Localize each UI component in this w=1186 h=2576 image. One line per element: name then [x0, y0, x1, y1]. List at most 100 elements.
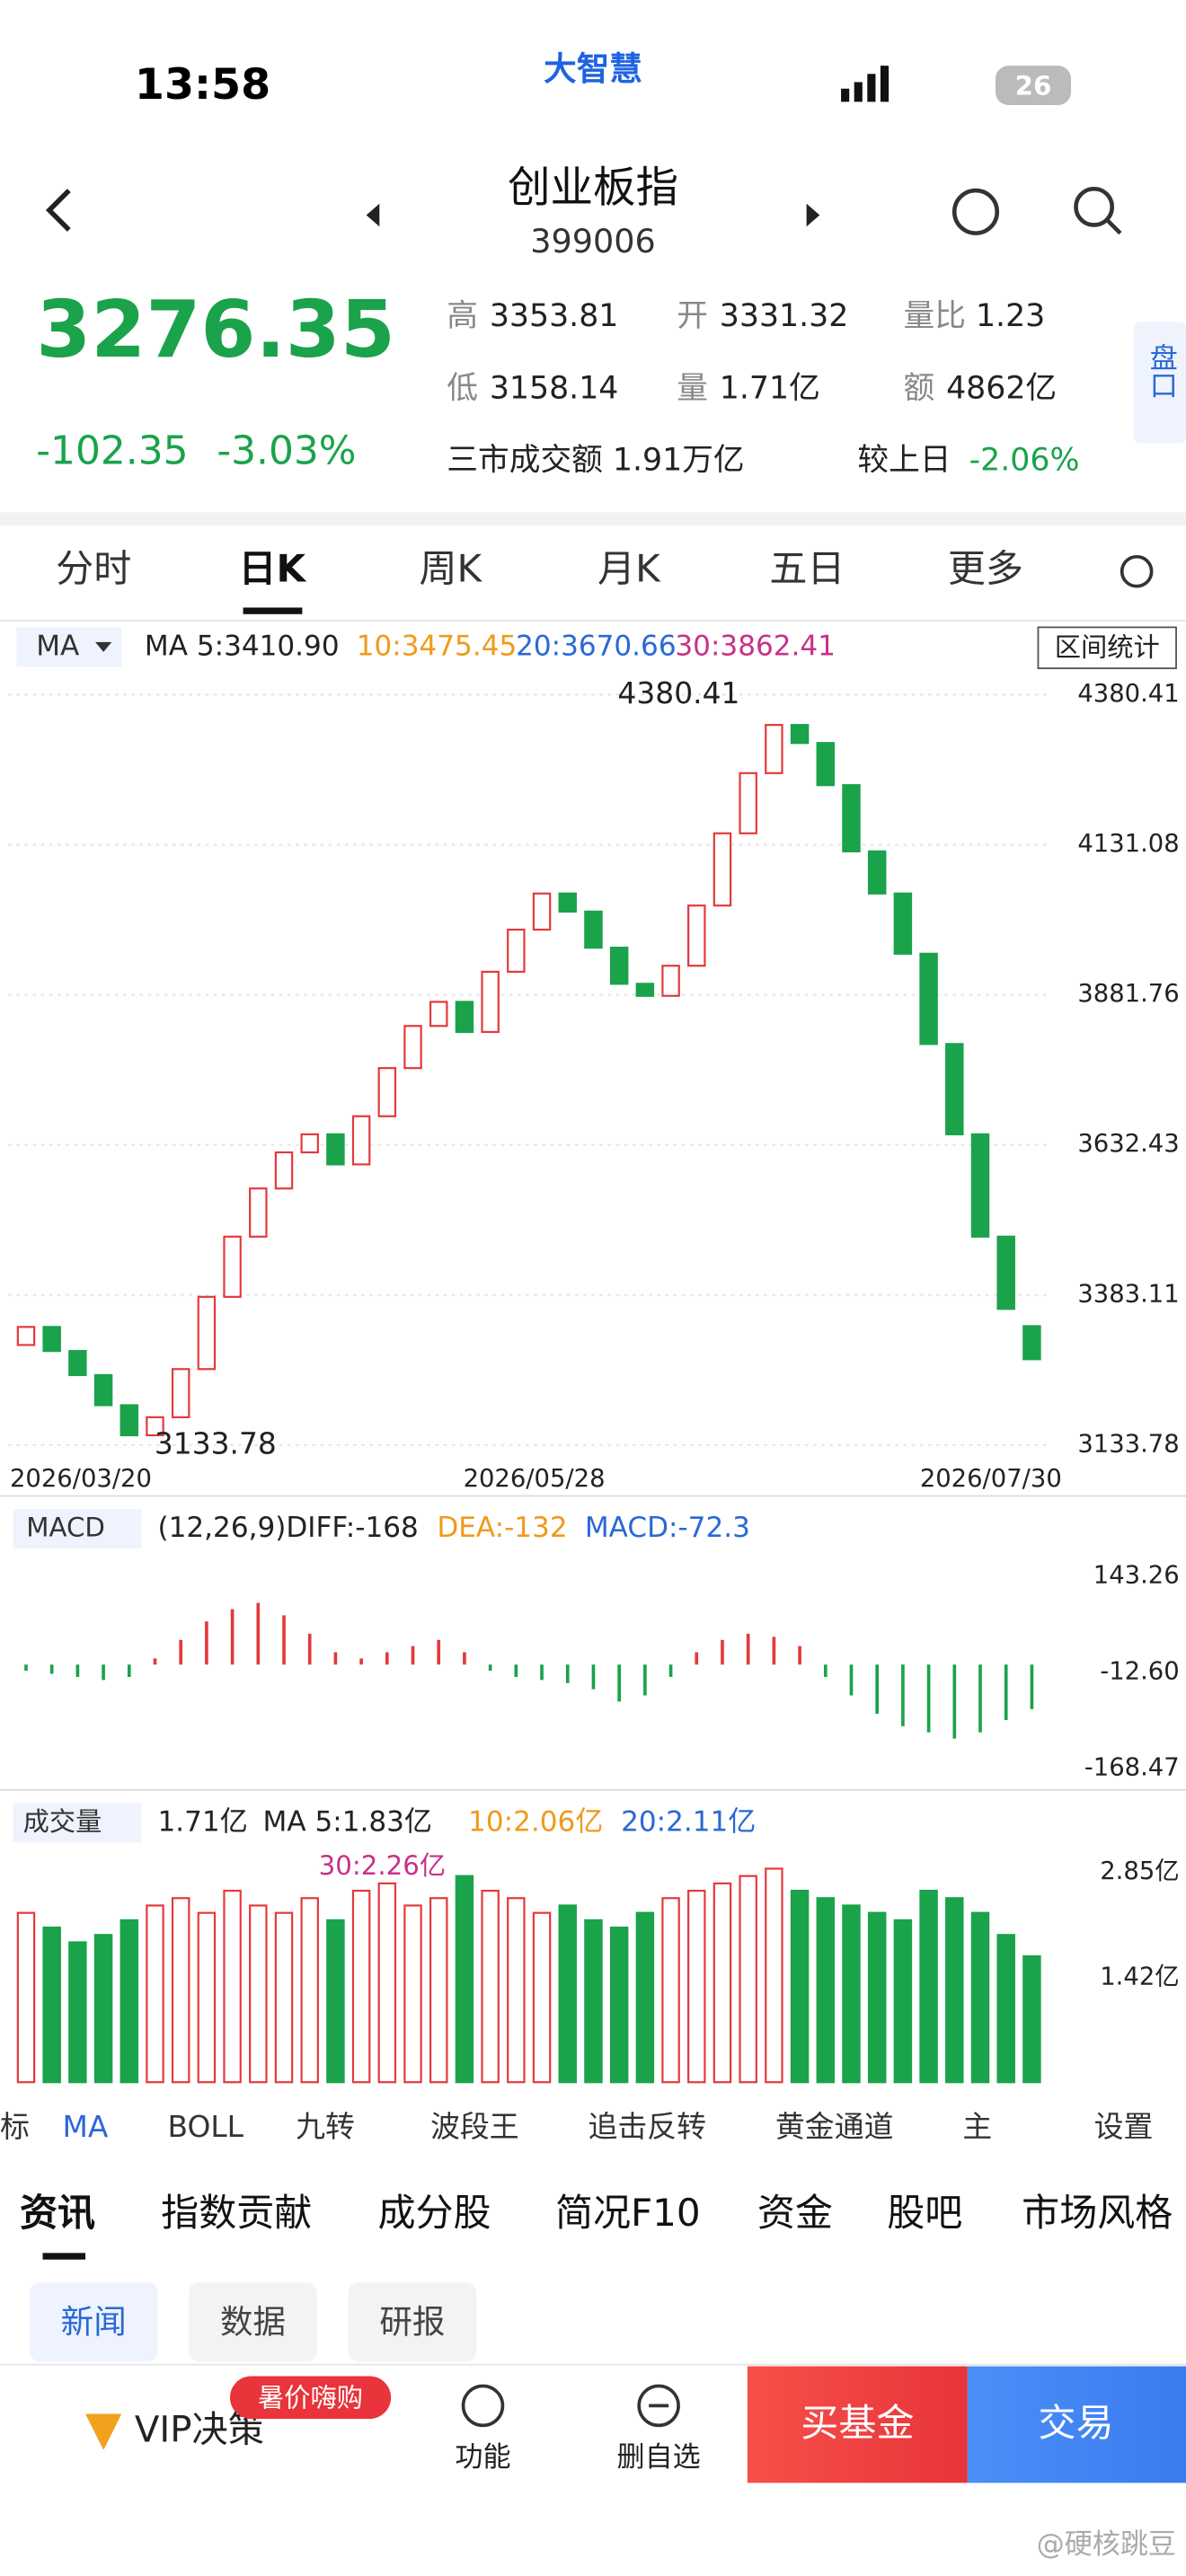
- candle: [223, 1235, 242, 1298]
- prev[interactable]: [366, 203, 380, 227]
- volume-bar: [377, 1882, 397, 2084]
- price: 3276.35: [36, 284, 395, 375]
- volume-bar: [429, 1897, 448, 2084]
- candle: [274, 1151, 294, 1190]
- news-tab[interactable]: 资金: [757, 2191, 833, 2235]
- candle: [712, 832, 732, 907]
- tab[interactable]: 周K: [420, 547, 483, 591]
- tab[interactable]: 月K: [597, 547, 661, 591]
- stat-label: 高: [447, 298, 478, 334]
- change-pct: -3.03%: [217, 428, 356, 474]
- news-tab[interactable]: 指数贡献: [161, 2191, 312, 2235]
- volume-bar: [403, 1904, 422, 2084]
- stat-label: 量: [677, 370, 708, 406]
- settings[interactable]: 设置: [1094, 2109, 1154, 2144]
- indicator[interactable]: 追击反转: [589, 2109, 707, 2144]
- buy: 买基金: [801, 2401, 914, 2445]
- ma-label: MA: [36, 630, 79, 662]
- badge-label: 暑价嗨购: [258, 2383, 363, 2413]
- volume-bar: [223, 1889, 242, 2084]
- volume-bar: [867, 1911, 887, 2084]
- trade: 交易: [1038, 2401, 1113, 2445]
- volume-bar: [481, 1889, 500, 2084]
- range-button[interactable]: [1037, 626, 1177, 670]
- news-tab[interactable]: 简况F10: [555, 2191, 701, 2235]
- sub-tab-bg: [348, 2282, 477, 2362]
- buy-button[interactable]: [747, 2366, 968, 2483]
- badge: [229, 2376, 392, 2420]
- time: 13:58: [135, 60, 270, 110]
- ma5: MA 5:3410.90: [145, 630, 340, 662]
- search[interactable]: [1074, 186, 1115, 227]
- volume-bar: [16, 1911, 36, 2084]
- volume-bar: [351, 1889, 371, 2084]
- indicator[interactable]: 主: [962, 2109, 992, 2144]
- chart-settings[interactable]: [1120, 554, 1154, 588]
- candle: [146, 1416, 164, 1437]
- tab[interactable]: 更多: [948, 547, 1023, 591]
- side-button[interactable]: [1133, 322, 1186, 444]
- candle: [68, 1350, 87, 1377]
- sub-tab[interactable]: 新闻: [61, 2302, 127, 2341]
- refresh[interactable]: [951, 188, 1000, 235]
- volume-label: 成交量: [23, 1806, 102, 1837]
- sub-tab[interactable]: 数据: [220, 2302, 286, 2341]
- volume-bar: [584, 1919, 603, 2084]
- sub-tab[interactable]: 研报: [379, 2302, 445, 2341]
- candle: [739, 772, 757, 834]
- y-tick-label: 2.85亿: [1100, 1857, 1179, 1885]
- news-tab[interactable]: 市场风格: [1022, 2191, 1173, 2235]
- macd-select[interactable]: [13, 1509, 142, 1549]
- news-tab[interactable]: 股吧: [887, 2191, 962, 2235]
- indicator[interactable]: 黄金通道: [775, 2109, 894, 2144]
- indicator[interactable]: 九转: [296, 2109, 355, 2144]
- battery: [995, 66, 1072, 106]
- tab[interactable]: 五日: [769, 547, 845, 591]
- volume-bar: [893, 1919, 913, 2084]
- volume-bar: [765, 1867, 783, 2084]
- candle: [403, 1025, 422, 1070]
- back[interactable]: [45, 189, 71, 232]
- trade-button[interactable]: [967, 2366, 1186, 2483]
- candle: [300, 1133, 319, 1154]
- volume-bar: [326, 1919, 345, 2084]
- volume-select[interactable]: [13, 1803, 142, 1843]
- indicator[interactable]: 波段王: [430, 2109, 519, 2144]
- stat-label: 开: [677, 298, 708, 334]
- y-tick-label: 1.42亿: [1100, 1963, 1179, 1990]
- volume-bar: [300, 1897, 319, 2084]
- candle: [842, 784, 861, 852]
- tab-indicator: [243, 607, 303, 614]
- next[interactable]: [806, 203, 820, 227]
- volume-bar: [197, 1911, 217, 2084]
- remove[interactable]: 删自选: [617, 2441, 701, 2474]
- ma30: 30:3862.41: [675, 630, 836, 662]
- vol-ma30: 30:2.26亿: [319, 1850, 446, 1881]
- stat-value: 3331.32: [720, 298, 849, 334]
- volume-bar: [739, 1875, 757, 2084]
- candle: [996, 1235, 1015, 1310]
- tab[interactable]: 日K: [238, 547, 306, 591]
- candle: [635, 983, 655, 997]
- stat-value: 1.23: [976, 298, 1045, 334]
- stat-label: 额: [904, 370, 935, 406]
- tab[interactable]: 分时: [56, 547, 131, 591]
- candle: [765, 724, 783, 774]
- volume-bar: [712, 1882, 732, 2084]
- volume-bar: [249, 1904, 268, 2084]
- signal: [841, 66, 890, 102]
- indicator[interactable]: BOLL: [167, 2109, 243, 2144]
- volume-bar: [93, 1934, 113, 2084]
- candle: [197, 1295, 217, 1371]
- indicator[interactable]: 标: [0, 2109, 30, 2144]
- func[interactable]: 功能: [455, 2441, 510, 2474]
- indicator[interactable]: MA: [62, 2109, 108, 2144]
- volume-bar: [42, 1926, 61, 2084]
- candle: [919, 952, 938, 1045]
- news-tab[interactable]: 成分股: [377, 2191, 491, 2235]
- news-tab[interactable]: 资讯: [20, 2191, 95, 2235]
- stat-label: 量比: [904, 298, 966, 334]
- candle: [867, 850, 887, 895]
- market-turnover: 三市成交额 1.91万亿: [447, 443, 744, 479]
